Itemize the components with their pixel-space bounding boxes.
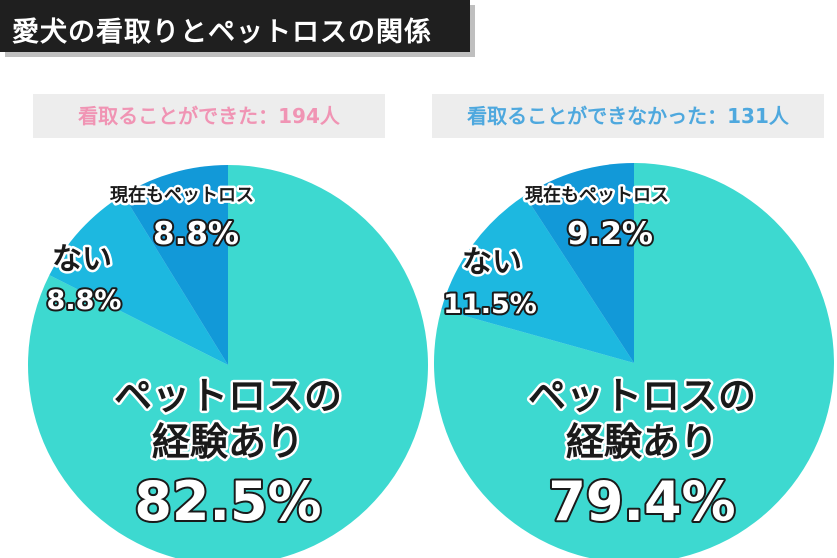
pie-1: 現在もペットロス 8.8% ない 8.8% ペットロスの 経験あり 82.5% bbox=[28, 165, 428, 558]
pie-1-label-main-line2: 経験あり bbox=[152, 420, 304, 464]
pie-2-slice-nai bbox=[441, 195, 634, 363]
pie-2-slice-main bbox=[434, 163, 834, 558]
pie-2-label-current: 現在もペットロス bbox=[525, 184, 669, 206]
pie-1-value-nai: 8.8% bbox=[47, 285, 122, 316]
pie-2-value-nai: 11.5% bbox=[443, 289, 537, 320]
pie-2-title: 看取ることができなかった：131人 bbox=[432, 94, 824, 138]
pie-1-slice-main bbox=[28, 165, 428, 558]
pie-1-slice-nai bbox=[49, 194, 228, 365]
pie-1-title: 看取ることができた：194人 bbox=[33, 94, 385, 138]
pie-1-slice-current bbox=[123, 165, 228, 365]
pie-1-label-main-line1: ペットロスの bbox=[114, 374, 342, 418]
pie-2-value-main: 79.4% bbox=[548, 470, 735, 533]
pie-2: 現在もペットロス 9.2% ない 11.5% ペットロスの 経験あり 79.4% bbox=[434, 163, 834, 558]
pie-2-label-main-line1: ペットロスの bbox=[528, 374, 756, 418]
pie-2-label-nai: ない bbox=[462, 245, 522, 280]
pie-1-label-nai: ない bbox=[52, 242, 112, 277]
pie-1-label-current: 現在もペットロス bbox=[110, 184, 254, 206]
pie-2-slice-current bbox=[524, 163, 634, 363]
pie-1-value-main: 82.5% bbox=[134, 470, 321, 533]
page-title: 愛犬の看取りとペットロスの関係 bbox=[12, 17, 432, 48]
pie-2-value-current: 9.2% bbox=[567, 216, 653, 252]
pie-2-label-main-line2: 経験あり bbox=[566, 420, 718, 464]
pie-1-value-current: 8.8% bbox=[153, 216, 239, 252]
title-banner: 愛犬の看取りとペットロスの関係 bbox=[0, 0, 470, 52]
